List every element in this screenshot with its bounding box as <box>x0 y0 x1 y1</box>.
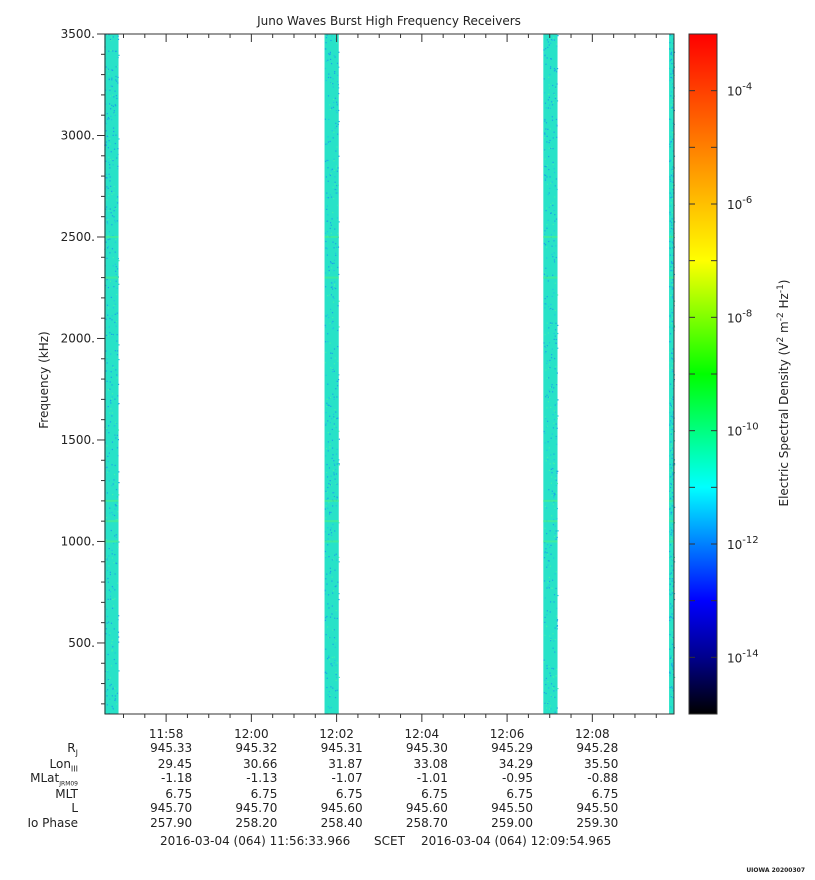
ephemeris-cell: 945.32 <box>235 741 278 755</box>
plot-frame <box>104 33 675 715</box>
colorbar: 10-4 10-6 10-8 10-10 10-12 10-14 <box>688 33 759 715</box>
eph-label-lon: LonIII <box>49 757 79 774</box>
ephemeris-cell: -1.18 <box>161 771 193 785</box>
footer-start-time: 2016-03-04 (064) 11:56:33.966 <box>160 834 351 848</box>
ephemeris-cell: 30.66 <box>243 757 278 771</box>
plot-area <box>104 34 676 715</box>
ephemeris-cell: 6.75 <box>506 787 534 801</box>
y-tick-label: 1000. <box>61 534 95 548</box>
colorbar-tick-label: 10-4 <box>727 82 752 99</box>
x-axis-ticks: 11:58 12:00 12:02 12:04 12:06 12:08 <box>122 34 657 741</box>
ephemeris-cell: -0.95 <box>502 771 534 785</box>
x-tick-label: 12:04 <box>405 727 440 741</box>
y-tick-label: 2000. <box>61 331 95 345</box>
colorbar-tick-label: 10-6 <box>727 195 752 212</box>
ephemeris-cell: 258.20 <box>235 816 278 830</box>
ephemeris-cell: 6.75 <box>335 787 363 801</box>
footer-end-time: 2016-03-04 (064) 12:09:54.965 <box>421 834 612 848</box>
ephemeris-cell: 259.00 <box>491 816 534 830</box>
colorbar-tick-label: 10-8 <box>727 308 752 325</box>
ephemeris-cell: 945.50 <box>491 801 534 815</box>
y-tick-label: 500. <box>68 636 95 650</box>
ephemeris-cell: 257.90 <box>150 816 193 830</box>
ephemeris-cell: 31.87 <box>328 757 363 771</box>
colorbar-tick-label: 10-12 <box>727 535 759 552</box>
y-tick-label: 3000. <box>61 128 95 142</box>
ephemeris-cell: 945.33 <box>150 741 193 755</box>
eph-label-rj: RJ <box>67 741 78 758</box>
ephemeris-cell: 945.50 <box>576 801 619 815</box>
ephemeris-cell: 35.50 <box>583 757 619 771</box>
burst-band-0 <box>104 34 120 715</box>
uiowa-stamp: UIOWA 20200307 <box>746 867 805 874</box>
ephemeris-cell: 945.70 <box>235 801 278 815</box>
y-tick-label: 3500. <box>61 27 95 41</box>
eph-label-l: L <box>71 801 78 815</box>
ephemeris-cell: 34.29 <box>498 757 534 771</box>
ephemeris-cell: -0.88 <box>587 771 619 785</box>
burst-band-2 <box>543 34 559 714</box>
y-axis-label: Frequency (kHz) <box>37 331 51 428</box>
colorbar-label: Electric Spectral Density (V2 m-2 Hz-1) <box>776 279 791 506</box>
footer-scet: SCET <box>374 834 405 848</box>
eph-label-io-phase: Io Phase <box>27 816 78 830</box>
ephemeris-cell: -1.07 <box>331 771 363 785</box>
x-tick-label: 12:02 <box>319 727 354 741</box>
ephemeris-cell: 945.30 <box>405 741 448 755</box>
colorbar-tick-label: 10-10 <box>727 422 759 439</box>
x-tick-label: 12:00 <box>234 727 269 741</box>
ephemeris-cell: 945.60 <box>320 801 363 815</box>
y-tick-label: 1500. <box>61 433 95 447</box>
ephemeris-cell: 945.60 <box>405 801 448 815</box>
ephemeris-cell: 6.75 <box>591 787 619 801</box>
y-tick-label: 2500. <box>61 230 95 244</box>
burst-band-1 <box>324 34 340 715</box>
ephemeris-cell: 29.45 <box>157 757 193 771</box>
ephemeris-cell: 33.08 <box>413 757 448 771</box>
ephemeris-cell: 6.75 <box>250 787 278 801</box>
x-tick-label: 12:06 <box>490 727 525 741</box>
x-tick-label: 12:08 <box>575 727 610 741</box>
eph-label-mlt: MLT <box>55 787 78 801</box>
ephemeris-cell: 945.29 <box>491 741 534 755</box>
ephemeris-cell: 945.31 <box>320 741 363 755</box>
ephemeris-cell: 6.75 <box>421 787 448 801</box>
ephemeris-cell: 259.30 <box>576 816 619 830</box>
ephemeris-cell: 945.70 <box>150 801 193 815</box>
ephemeris-cell: 258.70 <box>405 816 448 830</box>
ephemeris-cell: 6.75 <box>165 787 193 801</box>
eph-label-mlat: MLatJRM09 <box>30 771 78 788</box>
ephemeris-cell: 945.28 <box>576 741 619 755</box>
ephemeris-cell: -1.13 <box>246 771 278 785</box>
x-tick-label: 11:58 <box>149 727 184 741</box>
chart-title: Juno Waves Burst High Frequency Receiver… <box>256 14 521 28</box>
colorbar-tick-label: 10-14 <box>727 648 759 665</box>
ephemeris-cell: -1.01 <box>416 771 448 785</box>
y-axis-ticks: 500. 1000. 1500. 2000. 2500. 3000. 3500. <box>61 27 105 705</box>
ephemeris-cell: 258.40 <box>320 816 363 830</box>
